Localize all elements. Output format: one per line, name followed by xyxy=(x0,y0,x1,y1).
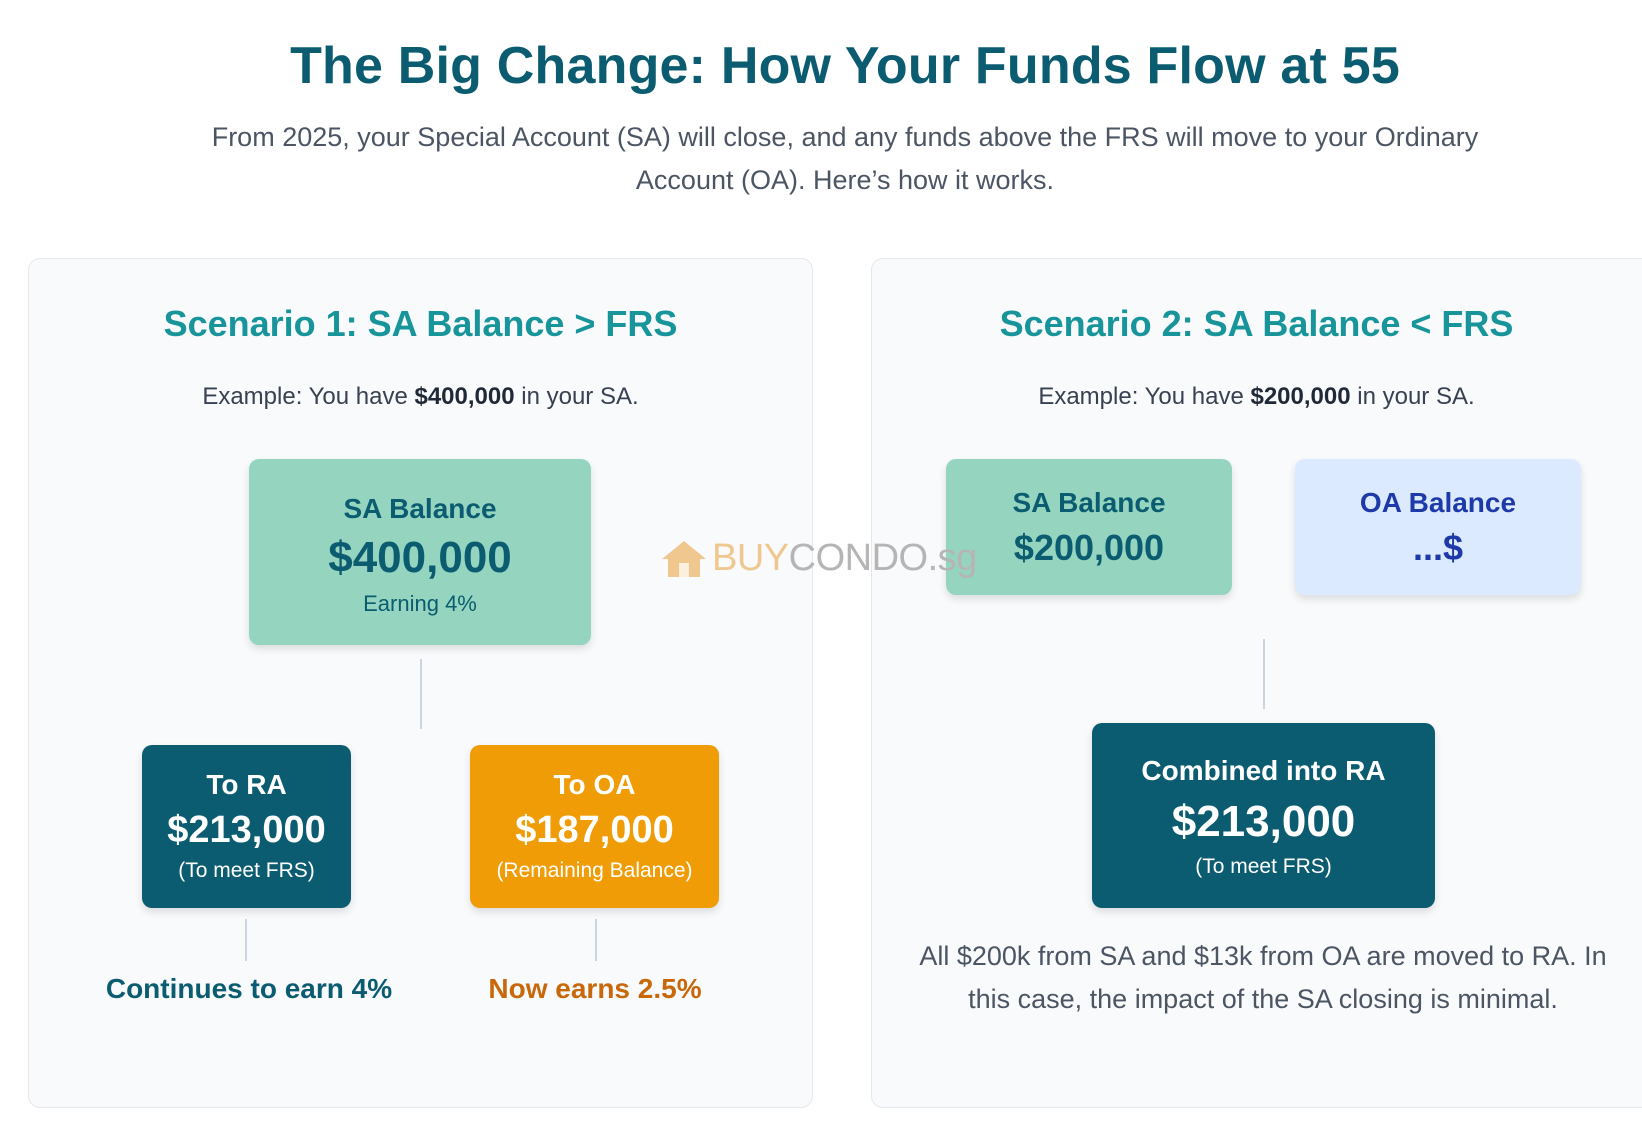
to-ra-box: To RA $213,000 (To meet FRS) xyxy=(142,745,351,908)
to-oa-amount: $187,000 xyxy=(515,809,674,851)
oa-balance-label: OA Balance xyxy=(1359,487,1517,518)
sa-balance-box: SA Balance $200,000 xyxy=(946,459,1232,595)
connector-line xyxy=(1263,639,1265,709)
oa-balance-amount: ...$ xyxy=(1412,527,1464,568)
watermark-condo: CONDO xyxy=(788,537,928,579)
example-amount: $200,000 xyxy=(1250,383,1351,410)
to-ra-label: To RA xyxy=(206,769,287,800)
to-ra-amount: $213,000 xyxy=(167,809,326,851)
combined-ra-amount: $213,000 xyxy=(1171,797,1356,846)
sa-balance-amount: $400,000 xyxy=(328,533,512,582)
buycondo-watermark: BUY CONDO .sg xyxy=(660,537,977,580)
combined-ra-note: (To meet FRS) xyxy=(1195,855,1332,878)
scenario-1-title: Scenario 1: SA Balance > FRS xyxy=(163,303,678,344)
to-oa-box: To OA $187,000 (Remaining Balance) xyxy=(470,745,719,908)
page-subtitle: From 2025, your Special Account (SA) wil… xyxy=(211,122,1479,195)
connector-line xyxy=(420,659,422,729)
scenario-1-example: Example: You have $400,000 in your SA. xyxy=(29,383,812,411)
example-prefix: Example: You have xyxy=(202,383,415,410)
scenario-2-example: Example: You have $200,000 in your SA. xyxy=(872,383,1641,411)
example-suffix: in your SA. xyxy=(1350,383,1475,410)
sa-balance-label: SA Balance xyxy=(343,493,497,524)
example-suffix: in your SA. xyxy=(514,383,639,410)
sa-balance-label: SA Balance xyxy=(1012,487,1166,518)
to-ra-note: (To meet FRS) xyxy=(178,859,315,882)
scenario-1-card: Scenario 1: SA Balance > FRS Example: Yo… xyxy=(28,258,813,1108)
watermark-buy: BUY xyxy=(712,537,789,579)
combined-ra-box: Combined into RA $213,000 (To meet FRS) xyxy=(1092,723,1435,908)
connector-line-oa xyxy=(595,919,597,961)
sa-balance-amount: $200,000 xyxy=(1013,527,1165,568)
combined-ra-label: Combined into RA xyxy=(1141,755,1386,786)
scenario-2-card: Scenario 2: SA Balance < FRS Example: Yo… xyxy=(871,258,1642,1108)
oa-outcome: Now earns 2.5% xyxy=(488,973,702,1004)
ra-outcome: Continues to earn 4% xyxy=(105,973,393,1004)
page-title: The Big Change: How Your Funds Flow at 5… xyxy=(290,37,1400,95)
scenario-2-explanation: All $200k from SA and $13k from OA are m… xyxy=(919,941,1607,1014)
connector-line-ra xyxy=(245,919,247,961)
scenario-2-title: Scenario 2: SA Balance < FRS xyxy=(999,303,1514,344)
oa-balance-box: OA Balance ...$ xyxy=(1295,459,1581,595)
house-icon xyxy=(662,540,706,577)
sa-balance-box: SA Balance $400,000 Earning 4% xyxy=(249,459,591,645)
to-oa-label: To OA xyxy=(553,769,636,800)
to-oa-note: (Remaining Balance) xyxy=(496,859,693,882)
example-prefix: Example: You have xyxy=(1038,383,1251,410)
example-amount: $400,000 xyxy=(414,383,515,410)
watermark-sg: .sg xyxy=(927,537,978,579)
sa-balance-note: Earning 4% xyxy=(363,591,477,616)
